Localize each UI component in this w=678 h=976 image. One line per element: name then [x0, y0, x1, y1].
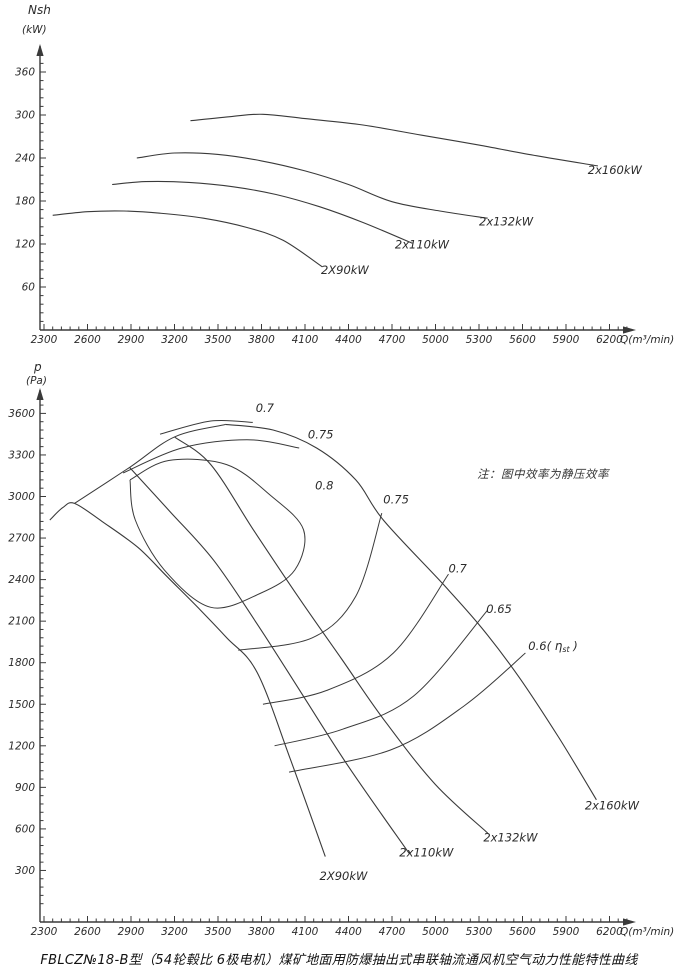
efficiency-contour-0.75: [238, 512, 383, 651]
x-tick-label: 5300: [466, 334, 493, 346]
y-tick-label: 2400: [8, 574, 35, 586]
y-tick-label: 300: [15, 109, 35, 121]
curve-label: 2X90kW: [320, 869, 368, 883]
x-tick-label: 3500: [205, 334, 232, 346]
x-tick-label: 5300: [466, 926, 493, 938]
figure-caption: FBLCZ№18-B型（54轮毂比 6极电机）煤矿地面用防爆抽出式串联轴流通风机…: [40, 953, 638, 968]
x-tick-label: 2600: [74, 334, 101, 346]
x-tick-label: 2900: [118, 334, 145, 346]
curve-label: 2X90kW: [321, 263, 369, 277]
efficiency-contour-0.65: [274, 609, 489, 747]
x-tick-label: 2900: [118, 926, 145, 938]
x-tick-label: 5900: [553, 926, 580, 938]
y-tick-label: 3600: [8, 408, 35, 420]
x-tick-label: 4400: [335, 926, 362, 938]
curve-2x160kw: [190, 113, 598, 167]
y-tick-label: 600: [15, 823, 35, 835]
curve-2x90kw: [49, 502, 326, 857]
x-tick-label: 4400: [335, 334, 362, 346]
y-axis-arrow-icon: [36, 44, 44, 56]
efficiency-contour-0.7: [262, 573, 449, 705]
x-tick-label: 2300: [31, 926, 58, 938]
y-tick-label: 3000: [8, 491, 35, 503]
curve-2x110kw: [129, 467, 410, 855]
curve-label: 2x110kW: [395, 237, 450, 251]
x-axis-unit-label: Q(m³/min): [620, 926, 674, 938]
x-tick-label: 6200: [596, 926, 623, 938]
contour-label: 0.7: [256, 401, 275, 415]
y-tick-label: 240: [15, 152, 35, 164]
contour-label: 0.8: [315, 479, 333, 493]
x-tick-label: 3500: [205, 926, 232, 938]
x-axis-arrow-icon: [623, 918, 636, 926]
x-tick-label: 5900: [553, 334, 580, 346]
x-tick-label: 5600: [509, 334, 536, 346]
x-ticks: 2300 2600 2900 3200 3500 3800 4100 4400 4700 5000…: [31, 324, 628, 346]
y-tick-label: 3300: [8, 449, 35, 461]
y-axis-arrow-icon: [36, 388, 44, 400]
y-tick-label: 1500: [8, 699, 35, 711]
efficiency-contour-0.75: [122, 439, 300, 474]
y-tick-label: 120: [15, 238, 35, 250]
curve-label: 2x132kW: [483, 830, 538, 844]
curve-2x110kw: [112, 180, 413, 244]
x-tick-label: 5600: [509, 926, 536, 938]
x-tick-label: 3200: [161, 334, 188, 346]
curve-2x132kw: [174, 436, 489, 834]
surge-line: [74, 424, 226, 504]
x-tick-label: 5000: [422, 926, 449, 938]
x-axis-unit-label: Q(m³/min): [620, 334, 674, 346]
x-tick-label: 3800: [248, 926, 275, 938]
x-tick-label: 4700: [379, 926, 406, 938]
y-tick-label: 360: [15, 66, 35, 78]
x-tick-label: 5000: [422, 334, 449, 346]
curve-label: 2x110kW: [399, 846, 454, 860]
pressure-chart: 2300 2600 2900 3200 3500 3800 4100 4400 4700 5000…: [8, 360, 674, 938]
y-tick-label: 2100: [8, 616, 35, 628]
y-ticks: 300 600 900 1200 1500 1800 2100 2400 2700 3000 330…: [8, 404, 46, 905]
y-tick-label: 180: [15, 195, 35, 207]
x-axis-arrow-icon: [623, 326, 636, 334]
x-tick-label: 3200: [161, 926, 188, 938]
x-tick-label: 6200: [596, 334, 623, 346]
curve-label: 2x132kW: [479, 214, 534, 228]
y-axis-unit-label: (Pa): [26, 375, 47, 387]
power-chart: 2300 2600 2900 3200 3500 3800 4100 4400 4700 5000…: [15, 3, 674, 346]
contour-label: 0.75: [383, 492, 409, 506]
efficiency-contour-0.7: [159, 419, 253, 435]
y-axis-title: Nsh: [28, 3, 51, 17]
y-tick-label: 2700: [8, 533, 35, 545]
x-tick-label: 3800: [248, 334, 275, 346]
curve-2x160kw: [225, 423, 597, 801]
x-tick-label: 4100: [292, 926, 319, 938]
y-axis-title: p: [33, 360, 42, 374]
efficiency-contour-0.6: [288, 652, 526, 773]
x-tick-label: 2300: [31, 334, 58, 346]
y-ticks: 60 120 180 240 300 360: [15, 62, 46, 322]
y-tick-label: 1200: [8, 740, 35, 752]
x-ticks: 2300 2600 2900 3200 3500 3800 4100 4400 4700 5000…: [31, 916, 628, 938]
y-tick-label: 60: [22, 281, 36, 293]
contour-label: 0.6( ηst ): [528, 639, 578, 654]
curve-label: 2x160kW: [585, 799, 640, 813]
y-tick-label: 1800: [8, 657, 35, 669]
y-tick-label: 300: [15, 865, 35, 877]
y-tick-label: 900: [15, 782, 35, 794]
curve-2x132kw: [136, 152, 488, 219]
x-tick-label: 4100: [292, 334, 319, 346]
contour-label: 0.7: [449, 562, 468, 576]
x-tick-label: 2600: [74, 926, 101, 938]
efficiency-contour-0.8: [129, 458, 306, 609]
efficiency-note: 注：图中效率为静压效率: [477, 467, 609, 481]
contour-label: 0.65: [486, 602, 512, 616]
x-tick-label: 4700: [379, 334, 406, 346]
curve-2x90kw: [52, 210, 323, 268]
contour-label: 0.75: [308, 427, 334, 441]
y-axis-unit-label: (kW): [22, 24, 47, 36]
curve-label: 2x160kW: [588, 163, 643, 177]
